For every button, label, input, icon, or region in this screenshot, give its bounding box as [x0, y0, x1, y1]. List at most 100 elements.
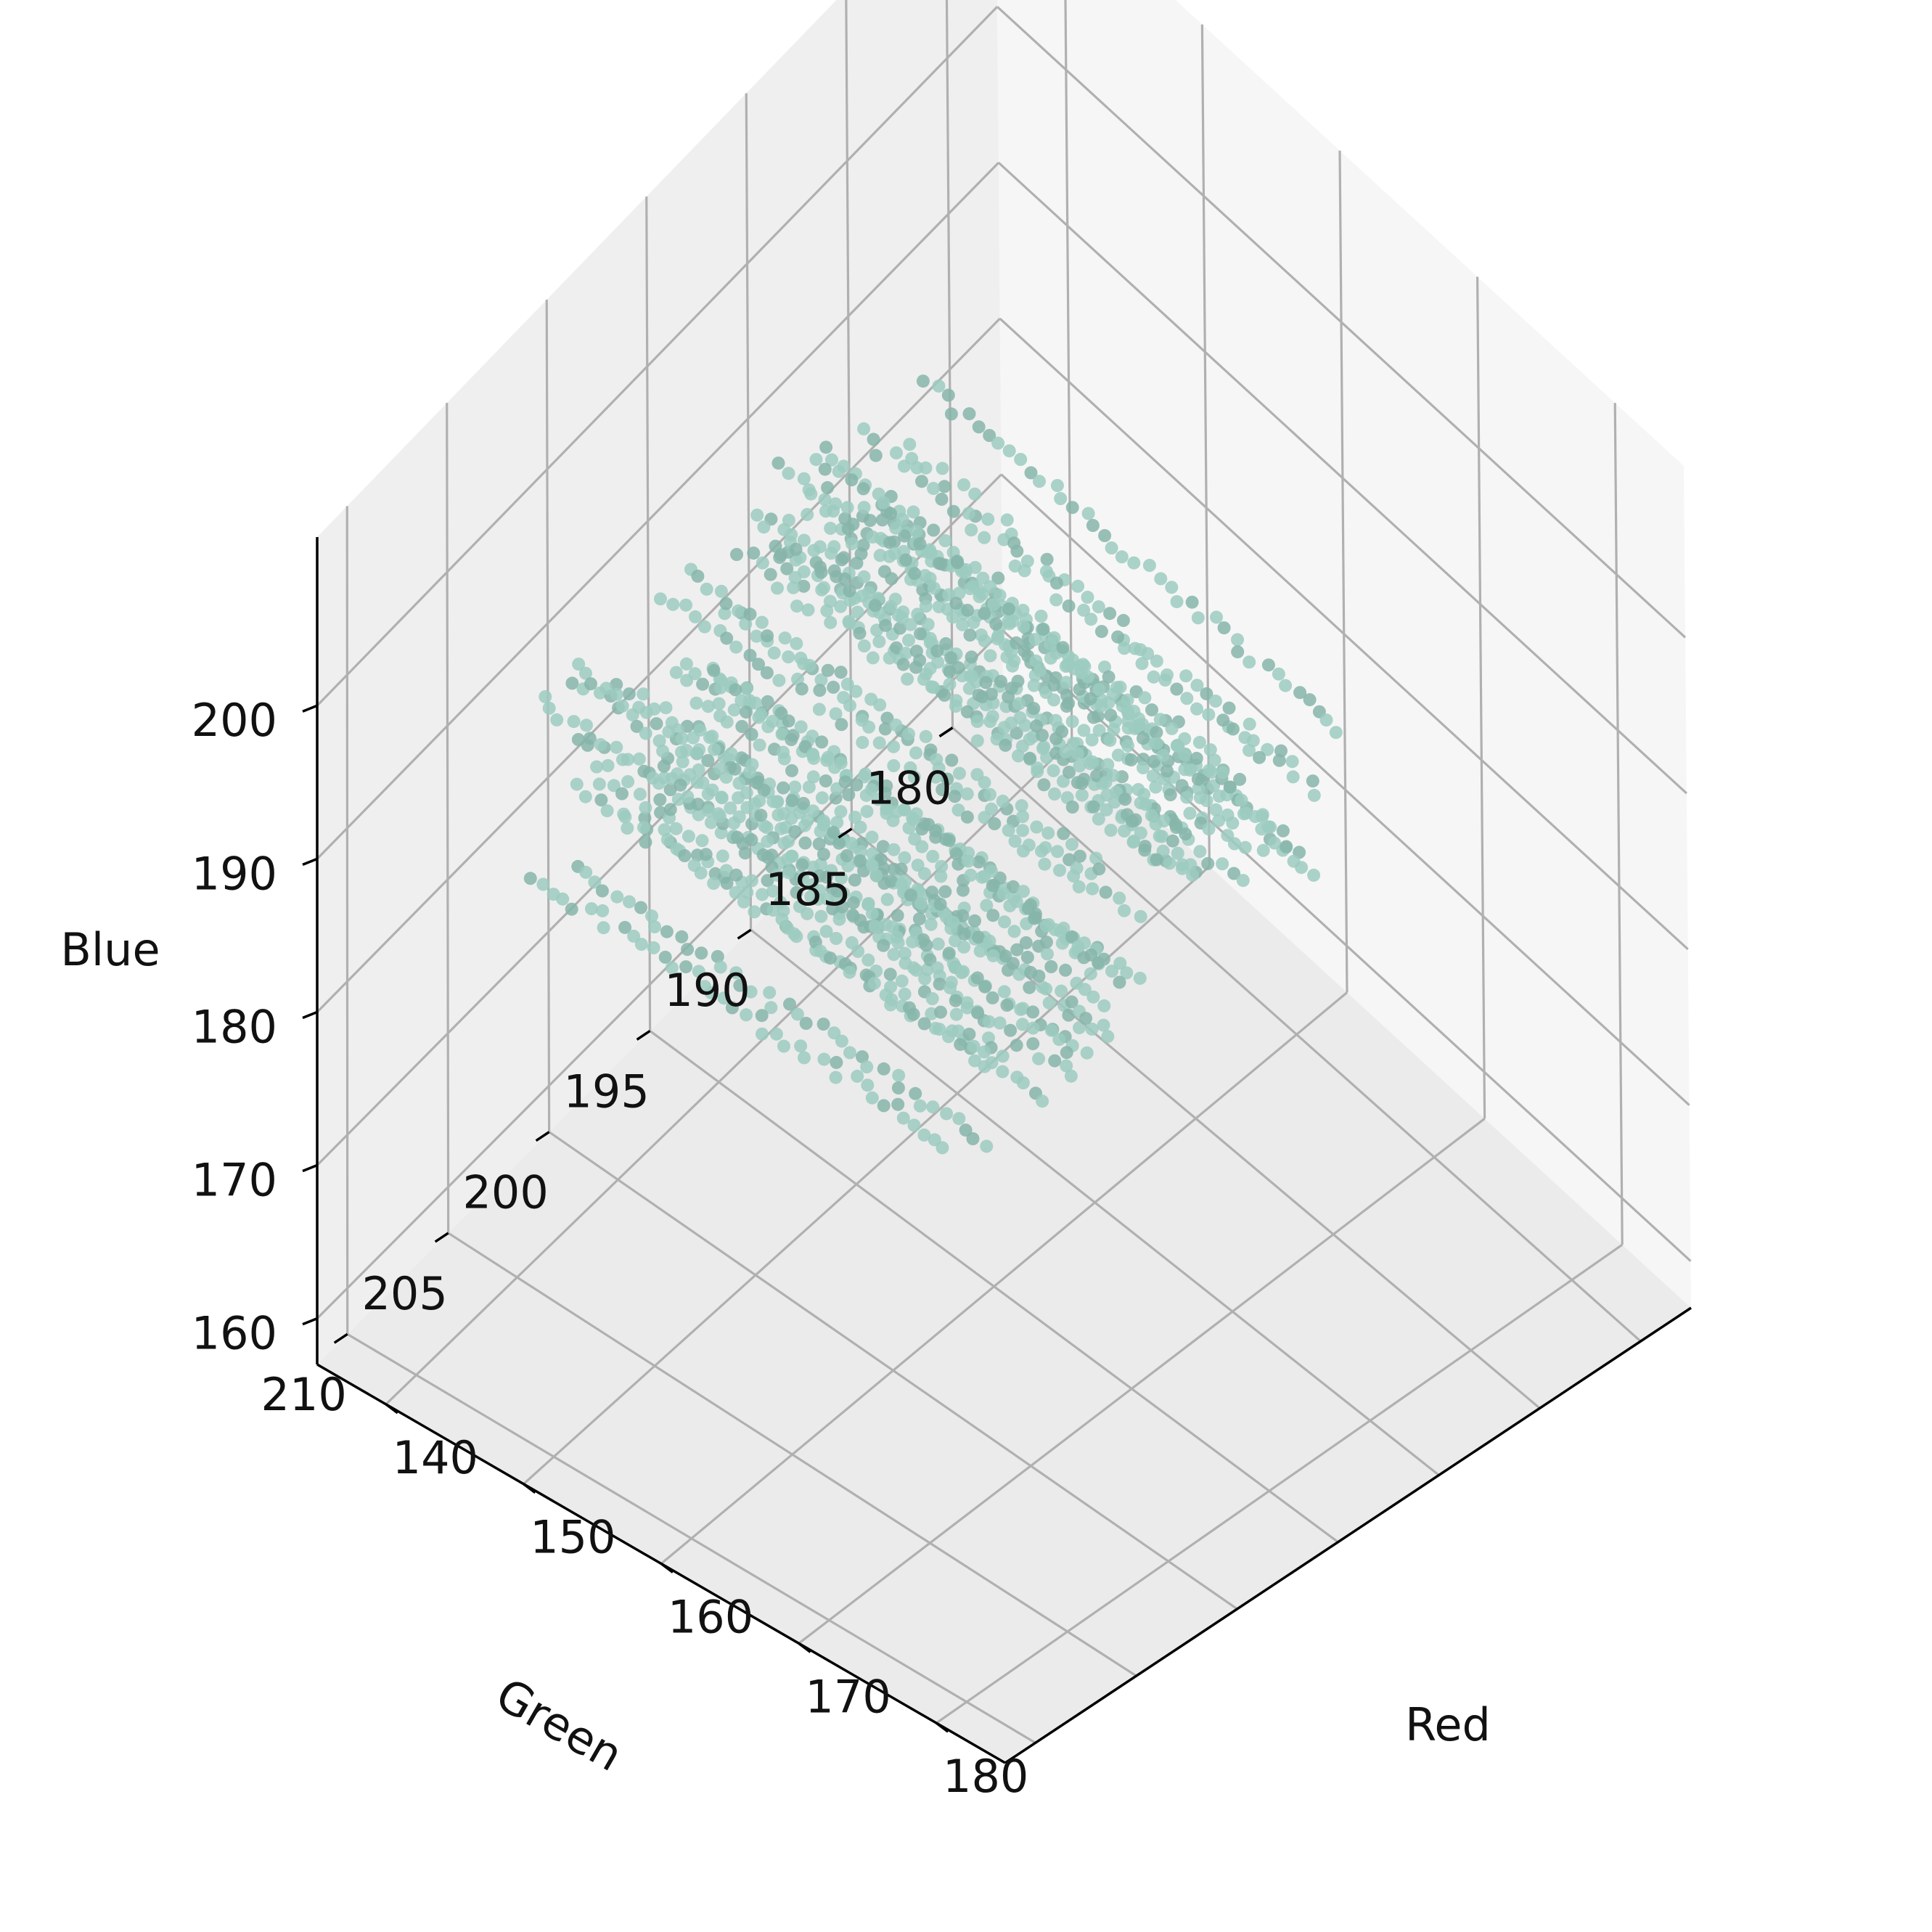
data-point [816, 848, 830, 861]
data-point [1019, 936, 1033, 949]
data-point [801, 507, 814, 521]
data-point [814, 858, 827, 871]
data-point [854, 845, 868, 859]
data-point [790, 637, 803, 650]
data-point [878, 786, 892, 800]
data-point [898, 529, 912, 543]
data-point [1155, 830, 1168, 843]
data-point [859, 767, 872, 781]
data-point [1024, 965, 1038, 979]
data-point [968, 487, 982, 501]
data-point [695, 946, 708, 960]
data-point [1190, 702, 1203, 716]
data-point [907, 770, 921, 784]
data-point [785, 794, 799, 807]
data-point [843, 1046, 856, 1060]
data-point [1158, 674, 1172, 687]
data-point [783, 997, 796, 1011]
data-point [523, 872, 537, 885]
data-point [637, 687, 650, 701]
data-point [1163, 788, 1177, 802]
data-point [1027, 679, 1041, 692]
data-point [647, 702, 661, 716]
data-point [936, 783, 949, 796]
data-point [820, 892, 834, 906]
data-point [944, 407, 958, 421]
data-point [940, 1107, 954, 1121]
data-point [797, 797, 811, 810]
data-point [691, 569, 705, 583]
data-point [1287, 854, 1301, 868]
data-point [817, 581, 831, 594]
data-point [592, 777, 606, 791]
data-point [1060, 1059, 1073, 1073]
data-point [827, 825, 840, 839]
data-point [692, 763, 705, 777]
grid-line-green-floor [346, 1333, 1036, 1744]
data-point [1028, 912, 1041, 925]
data-point [1236, 874, 1250, 888]
data-point [843, 965, 856, 979]
data-point [1086, 800, 1100, 814]
data-point [794, 651, 808, 665]
data-point [980, 899, 994, 912]
data-point [766, 714, 779, 728]
data-point [1209, 803, 1223, 816]
data-point [1104, 708, 1118, 722]
blue-tick-label: 190 [192, 847, 277, 900]
data-point [883, 967, 897, 981]
data-point [1115, 550, 1129, 564]
data-point [906, 813, 920, 827]
data-point [579, 865, 593, 879]
data-point [785, 764, 798, 777]
data-point [935, 492, 949, 506]
grid-line-green-wall [446, 403, 450, 1233]
data-point [832, 836, 846, 850]
data-point [790, 1007, 804, 1021]
data-point [970, 971, 984, 985]
data-point [815, 791, 829, 805]
data-point [830, 932, 843, 945]
data-point [809, 453, 823, 467]
data-point [879, 988, 893, 1002]
data-point [663, 803, 677, 816]
data-point [679, 598, 693, 612]
grid-line-red-wall [1338, 150, 1348, 993]
data-point [933, 897, 947, 911]
data-point [750, 629, 764, 643]
data-point [825, 453, 838, 467]
data-point [1105, 965, 1118, 978]
red-tick-label: 170 [805, 1670, 891, 1723]
data-point [806, 804, 820, 818]
data-point [1063, 766, 1076, 779]
data-point [1134, 643, 1147, 657]
data-point [866, 859, 879, 872]
data-point [887, 948, 901, 962]
data-point [1021, 901, 1035, 915]
left-pane [317, 0, 1003, 1364]
data-point [857, 501, 871, 515]
red-tick-label: 150 [530, 1511, 615, 1564]
data-point [1231, 645, 1245, 659]
data-point [1044, 637, 1057, 650]
data-point [909, 746, 922, 760]
data-point [907, 1118, 921, 1132]
data-point [978, 776, 991, 790]
grid-line-green-wall [945, 0, 954, 728]
data-point [1039, 982, 1053, 996]
data-point [663, 783, 677, 796]
data-point [899, 647, 913, 660]
data-point [834, 666, 848, 679]
data-point [936, 462, 949, 475]
data-point [996, 1049, 1010, 1063]
data-point [835, 900, 849, 914]
data-point [1329, 726, 1343, 740]
data-point [659, 701, 673, 715]
data-point [795, 858, 809, 872]
data-point [1012, 749, 1025, 763]
data-point [1073, 1021, 1086, 1035]
data-point [867, 976, 881, 990]
data-point [938, 534, 952, 547]
data-point [931, 655, 945, 669]
data-point [1221, 809, 1235, 822]
